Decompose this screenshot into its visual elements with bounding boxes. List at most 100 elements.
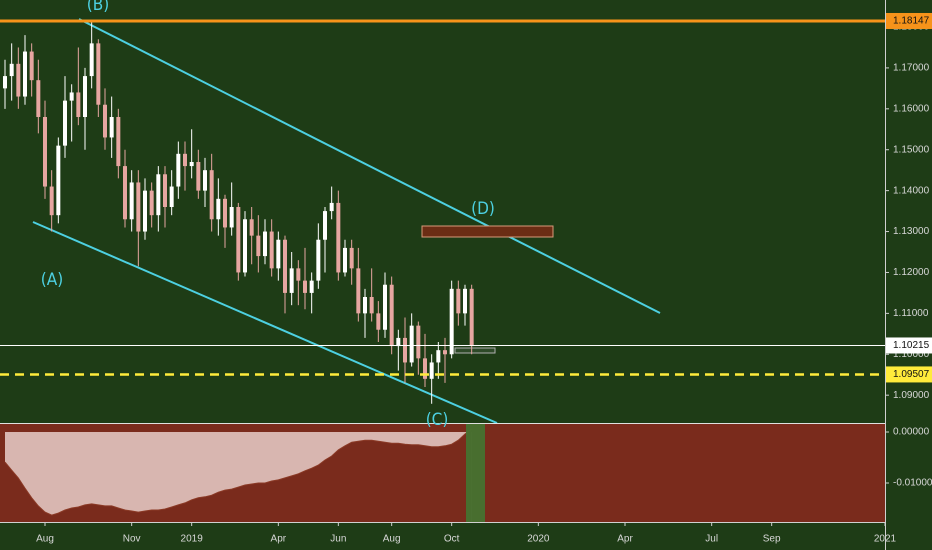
candle-body (169, 186, 174, 207)
candle-body (429, 362, 434, 379)
y-tick-label: 1.13000 (893, 226, 930, 237)
candle-body (363, 297, 367, 314)
candle-body (229, 207, 234, 228)
candle-body (469, 288, 474, 347)
candle-body (336, 202, 341, 273)
candle-body (343, 247, 347, 273)
x-tick-label: Nov (123, 534, 141, 545)
candle-body (129, 182, 134, 220)
candle-body (389, 284, 394, 347)
candle-body (356, 268, 361, 314)
candle-body (236, 207, 241, 273)
candle-body (263, 231, 267, 257)
candle-body (216, 198, 221, 220)
candle-body (423, 358, 427, 379)
candle-body (349, 247, 354, 269)
x-tick-label: Oct (444, 534, 460, 545)
candle-body (9, 63, 14, 77)
x-tick-label: Aug (36, 534, 54, 545)
candle-body (283, 239, 287, 293)
wave-label: (B) (87, 0, 109, 15)
candle-body (296, 268, 301, 281)
candle-body (3, 76, 7, 89)
candle-body (69, 92, 74, 101)
wave-label: (C) (426, 410, 449, 430)
y-tick-label: 1.16000 (893, 103, 930, 114)
price-label: 1.18147 (893, 16, 930, 27)
candle-body (16, 63, 21, 97)
candle-body (303, 280, 307, 293)
candle-body (309, 280, 314, 293)
candle-body (176, 153, 181, 187)
candle-body (183, 153, 187, 167)
candle-body (163, 174, 167, 207)
candle-body (49, 186, 54, 216)
channel-upper (78, 18, 661, 314)
candle-body (149, 190, 154, 216)
candle-body (269, 231, 274, 269)
candle-body (189, 162, 194, 167)
candle-body (463, 288, 467, 314)
y-tick-label: 1.17000 (893, 63, 930, 74)
y-tick-label: -0.01000 (893, 478, 932, 489)
candle-body (316, 239, 321, 281)
candle-body (243, 219, 247, 273)
candle-body (376, 313, 381, 330)
highlight (466, 424, 485, 522)
candle-body (43, 117, 47, 187)
candle-body (196, 162, 201, 191)
candle-body (143, 190, 147, 232)
x-tick-label: Apr (271, 534, 287, 545)
marker-box (454, 347, 496, 354)
price-label: 1.09507 (893, 369, 930, 380)
candle-body (109, 117, 114, 138)
y-tick-label: 1.09000 (893, 390, 930, 401)
x-tick-label: 2021 (874, 534, 897, 545)
area-fill (5, 428, 472, 522)
candle-body (123, 166, 127, 220)
y-tick-label: 1.15000 (893, 144, 930, 155)
price-label-box (886, 366, 932, 383)
candle-body (209, 170, 214, 220)
y-tick-label: 1.10000 (893, 349, 930, 360)
x-tick-label: 2020 (527, 534, 550, 545)
x-tick-label: Sep (763, 534, 781, 545)
candle-body (369, 297, 374, 314)
y-tick-label: 1.11000 (893, 308, 929, 319)
candle-body (63, 100, 67, 146)
candle-body (83, 76, 87, 117)
price-label-box (886, 12, 932, 29)
candle-body (96, 43, 101, 105)
candle-body (116, 117, 121, 167)
candle-body (383, 284, 387, 330)
candle-body (203, 170, 207, 191)
candle-body (89, 43, 94, 77)
candle-body (456, 288, 461, 314)
y-tick-label: 1.14000 (893, 185, 930, 196)
main-pane (3, 18, 661, 423)
candle-body (23, 51, 27, 97)
target-zone (421, 225, 554, 238)
wave-label: (A) (41, 270, 63, 290)
lower-pane (0, 424, 885, 522)
x-tick-label: Aug (383, 534, 401, 545)
candle-body (136, 182, 141, 232)
candle-body (156, 174, 161, 216)
y-tick-label: 1.12000 (893, 267, 930, 278)
candle-body (36, 80, 41, 117)
candle-body (416, 325, 421, 359)
candle-body (249, 219, 254, 236)
candle-body (29, 51, 34, 81)
candle-body (329, 202, 334, 212)
x-tick-label: Jul (705, 534, 718, 545)
candle-body (289, 268, 294, 293)
candle-body (276, 239, 281, 269)
price-label: 1.10215 (893, 340, 930, 351)
candle-body (396, 337, 401, 347)
area-line (4, 428, 473, 516)
candle-body (443, 350, 447, 355)
candle-body (76, 92, 81, 117)
candle-body (223, 198, 227, 228)
candle-body (436, 350, 441, 363)
candle-body (449, 288, 454, 355)
